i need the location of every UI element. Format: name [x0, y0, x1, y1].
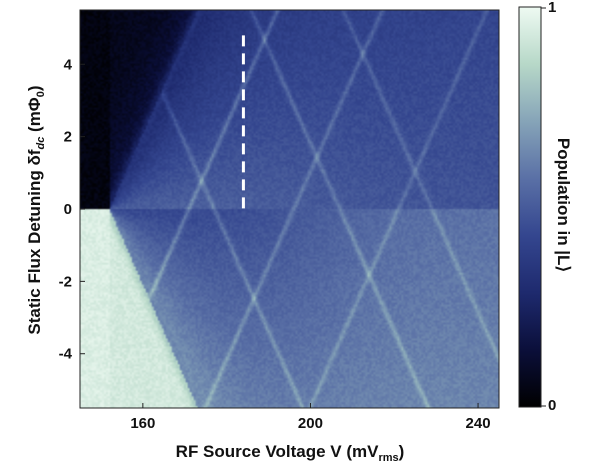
x-tick-label: 200 — [298, 415, 323, 432]
y-tick-label: 4 — [64, 56, 73, 73]
y-tick-label: -2 — [59, 273, 72, 290]
y-axis-ticks: 4 2 0 -2 -4 — [59, 56, 85, 363]
x-axis-ticks: 160 200 240 — [130, 403, 491, 432]
y-tick-label: 2 — [64, 129, 72, 146]
colorbar-label: Population in |L⟩ — [554, 138, 573, 272]
x-axis-label: RF Source Voltage V (mVrms) — [176, 442, 405, 464]
y-tick-label: -4 — [59, 346, 73, 363]
heatmap-image — [80, 10, 499, 408]
colorbar: 1 0 Population in |L⟩ — [518, 0, 573, 414]
colorbar-tick-min: 0 — [548, 397, 556, 414]
heatmap-plot — [79, 9, 500, 409]
y-axis-label: Static Flux Detuning δfdc (mΦ0) — [25, 85, 47, 334]
colorbar-gradient — [518, 6, 542, 408]
y-tick-label: 0 — [64, 201, 72, 218]
x-tick-label: 160 — [130, 415, 155, 432]
x-tick-label: 240 — [466, 415, 491, 432]
colorbar-tick-max: 1 — [548, 0, 556, 16]
